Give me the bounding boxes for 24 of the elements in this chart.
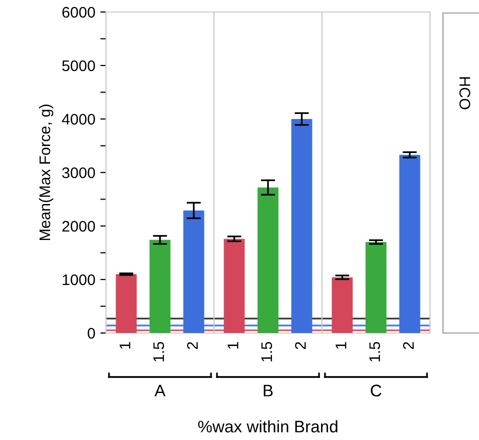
x-tick-label: 1.5	[261, 342, 272, 362]
y-tick-label: 6000	[62, 6, 95, 18]
x-tick-label: 2	[295, 342, 306, 350]
y-tick-label: 1000	[62, 274, 95, 286]
text: HCO	[459, 77, 470, 110]
y-tick-label: 3000	[62, 167, 95, 178]
bar	[183, 210, 204, 333]
y-tick-label: 2000	[62, 220, 95, 232]
x-axis-title: B	[264, 384, 273, 396]
y-tick-label: 4000	[62, 114, 95, 125]
x-tick-label: 1	[228, 342, 238, 349]
text: %wax within Brand	[198, 420, 338, 432]
x-tick-label: 1	[120, 342, 130, 349]
x-axis-title: C	[370, 384, 382, 396]
x-tick-label: 1.5	[369, 342, 380, 362]
x-tick-label: 2	[403, 342, 414, 350]
x-tick-label: 1	[336, 342, 346, 349]
bar	[150, 240, 170, 333]
x-axis-title: A	[154, 384, 166, 396]
y-axis-title: Mean(Max Force, g)	[39, 104, 54, 240]
y-tick-label: 5000	[62, 60, 95, 72]
y-tick-label: 0	[88, 328, 95, 339]
x-tick-label: 1.5	[153, 342, 164, 362]
x-tick-label: 2	[187, 342, 198, 350]
